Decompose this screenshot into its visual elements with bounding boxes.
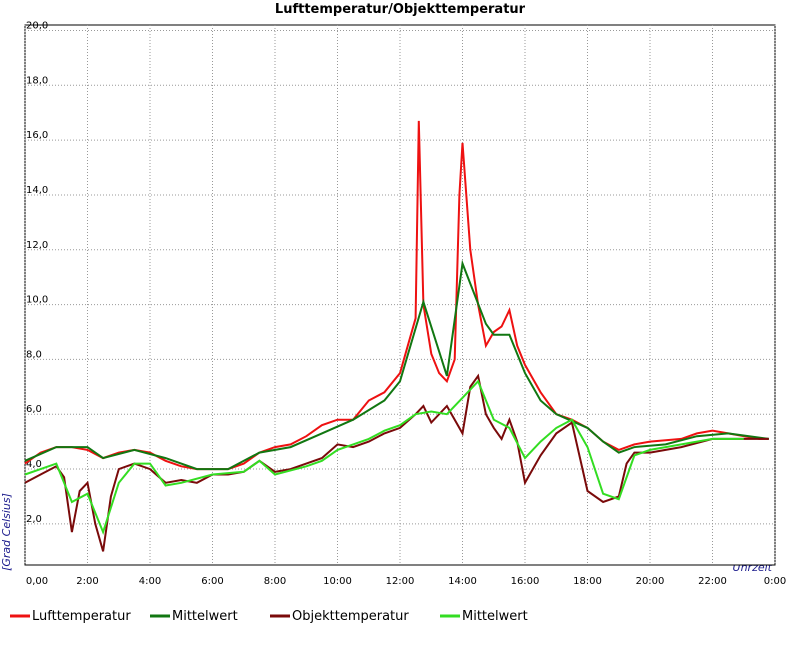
y-tick-label: 20,0: [26, 20, 48, 31]
y-tick-label: 2,0: [26, 514, 42, 525]
x-tick-label: 2:00: [76, 576, 98, 587]
chart-title: Lufttemperatur/Objekttemperatur: [275, 2, 526, 17]
y-tick-label: 18,0: [26, 75, 48, 86]
y-axis-label: [Grad Celsius]: [0, 493, 13, 571]
x-tick-label: 18:00: [573, 576, 602, 587]
y-tick-label: 16,0: [26, 130, 48, 141]
x-tick-label: 8:00: [264, 576, 286, 587]
y-tick-label: 4,0: [26, 459, 42, 470]
x-tick-label: 16:00: [511, 576, 540, 587]
y-tick-label: 12,0: [26, 240, 48, 251]
line: [24, 373, 769, 552]
x-tick-label: 12:00: [386, 576, 415, 587]
x-tick-label: 0,00: [26, 576, 48, 587]
x-tick-label: 10:00: [323, 576, 352, 587]
legend-label: Mittelwert: [462, 609, 528, 624]
x-tick-label: 22:00: [698, 576, 727, 587]
line: [24, 120, 769, 471]
legend-label: Objekttemperatur: [292, 609, 409, 624]
x-tick-label: 14:00: [448, 576, 477, 587]
legend-label: Lufttemperatur: [32, 609, 131, 624]
y-tick-label: 10,0: [26, 295, 48, 306]
x-tick-label: 4:00: [139, 576, 161, 587]
x-tick-label: 0:00: [764, 576, 786, 587]
line: [24, 379, 744, 536]
x-tick-label: 20:00: [636, 576, 665, 587]
y-tick-label: 8,0: [26, 349, 42, 360]
y-tick-label: 14,0: [26, 185, 48, 196]
line: [24, 259, 769, 471]
y-tick-label: 6,0: [26, 404, 42, 415]
legend-label: Mittelwert: [172, 609, 238, 624]
x-tick-label: 6:00: [201, 576, 223, 587]
